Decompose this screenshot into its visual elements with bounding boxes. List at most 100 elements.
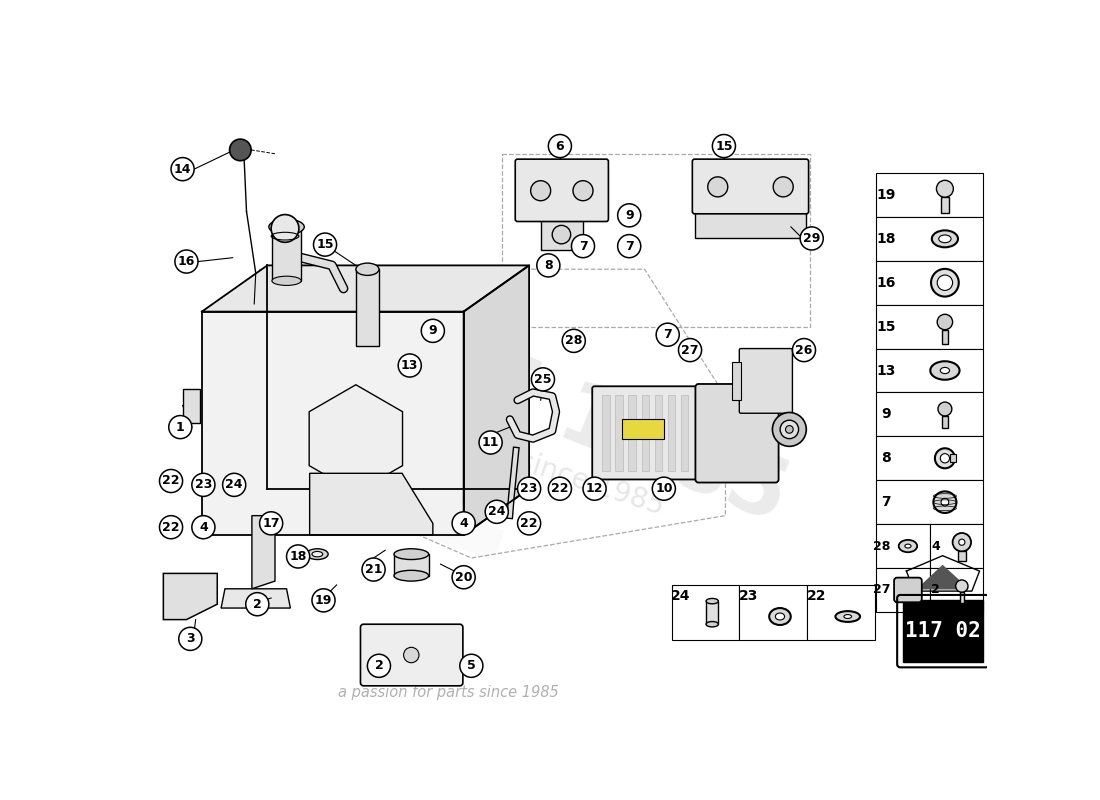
Text: 23: 23: [195, 478, 212, 491]
Polygon shape: [202, 312, 464, 535]
Text: 24: 24: [226, 478, 243, 491]
Bar: [681, 394, 689, 471]
Text: 22: 22: [163, 521, 179, 534]
Text: 6: 6: [556, 139, 564, 153]
Bar: [541, 219, 583, 250]
Bar: [668, 394, 675, 471]
Text: 15: 15: [877, 320, 896, 334]
Text: 4: 4: [199, 521, 208, 534]
Circle shape: [160, 516, 183, 538]
Circle shape: [452, 566, 475, 589]
Circle shape: [530, 181, 551, 201]
Ellipse shape: [312, 551, 322, 557]
Ellipse shape: [905, 544, 911, 548]
Ellipse shape: [706, 622, 718, 627]
Circle shape: [953, 533, 971, 551]
Circle shape: [707, 177, 728, 197]
Text: 20: 20: [455, 570, 472, 584]
Ellipse shape: [938, 235, 952, 242]
Circle shape: [552, 226, 571, 244]
Ellipse shape: [933, 491, 956, 513]
Text: 24: 24: [671, 589, 691, 602]
Circle shape: [460, 654, 483, 678]
Bar: [942, 330, 948, 343]
Text: 23: 23: [739, 589, 758, 602]
Circle shape: [583, 477, 606, 500]
Polygon shape: [464, 266, 529, 535]
Ellipse shape: [307, 549, 328, 559]
Bar: [695, 211, 806, 238]
Bar: [949, 454, 956, 462]
Bar: [615, 394, 623, 471]
Text: 9: 9: [429, 324, 437, 338]
Text: 25: 25: [535, 373, 552, 386]
Ellipse shape: [776, 613, 784, 620]
Circle shape: [168, 415, 191, 438]
Circle shape: [572, 234, 594, 258]
Bar: [958, 551, 966, 561]
Text: 16: 16: [178, 255, 195, 268]
Circle shape: [367, 654, 390, 678]
Circle shape: [562, 330, 585, 353]
Ellipse shape: [272, 276, 301, 286]
FancyBboxPatch shape: [515, 159, 608, 222]
FancyBboxPatch shape: [739, 349, 792, 414]
Text: 19: 19: [877, 188, 896, 202]
Text: 7: 7: [881, 495, 891, 509]
Polygon shape: [252, 516, 275, 589]
Text: 22: 22: [806, 589, 826, 602]
Ellipse shape: [272, 222, 301, 232]
Ellipse shape: [899, 540, 917, 552]
Ellipse shape: [394, 570, 429, 581]
Circle shape: [452, 512, 475, 535]
Text: 7: 7: [579, 240, 587, 253]
Circle shape: [937, 314, 953, 330]
Circle shape: [537, 254, 560, 277]
Text: 9: 9: [881, 407, 891, 422]
Circle shape: [485, 500, 508, 523]
Bar: [942, 198, 949, 213]
Text: 2: 2: [375, 659, 383, 672]
Circle shape: [191, 474, 214, 496]
Bar: [876, 436, 983, 480]
FancyBboxPatch shape: [695, 384, 779, 482]
Text: 18: 18: [289, 550, 307, 563]
Text: 2: 2: [932, 583, 940, 597]
Text: 27: 27: [681, 344, 698, 357]
Polygon shape: [309, 385, 403, 493]
Bar: [876, 261, 983, 305]
Bar: [876, 568, 930, 612]
Ellipse shape: [769, 608, 791, 625]
Text: 5: 5: [468, 659, 475, 672]
Text: 19: 19: [315, 594, 332, 607]
Circle shape: [518, 477, 541, 500]
Bar: [739, 585, 807, 640]
Circle shape: [362, 558, 385, 581]
Ellipse shape: [268, 219, 305, 234]
Circle shape: [178, 627, 202, 650]
Circle shape: [531, 368, 554, 391]
Ellipse shape: [835, 611, 860, 622]
FancyBboxPatch shape: [894, 578, 922, 602]
Bar: [706, 601, 718, 624]
Ellipse shape: [940, 498, 948, 506]
Circle shape: [160, 470, 183, 493]
Polygon shape: [906, 556, 980, 591]
Text: 27: 27: [873, 583, 891, 597]
Text: 7: 7: [663, 328, 672, 341]
Text: 9: 9: [625, 209, 634, 222]
Circle shape: [935, 448, 955, 468]
Text: 24: 24: [488, 506, 506, 518]
Text: 15: 15: [317, 238, 333, 251]
Polygon shape: [221, 589, 290, 608]
Circle shape: [937, 275, 953, 290]
Bar: [272, 227, 301, 281]
Text: a passion for parts since 1985: a passion for parts since 1985: [338, 686, 559, 700]
Bar: [876, 349, 983, 393]
Text: 22: 22: [520, 517, 538, 530]
Bar: [876, 173, 983, 217]
Text: 21: 21: [365, 563, 383, 576]
Circle shape: [936, 180, 954, 198]
Text: 13: 13: [877, 363, 896, 378]
Circle shape: [772, 413, 806, 446]
